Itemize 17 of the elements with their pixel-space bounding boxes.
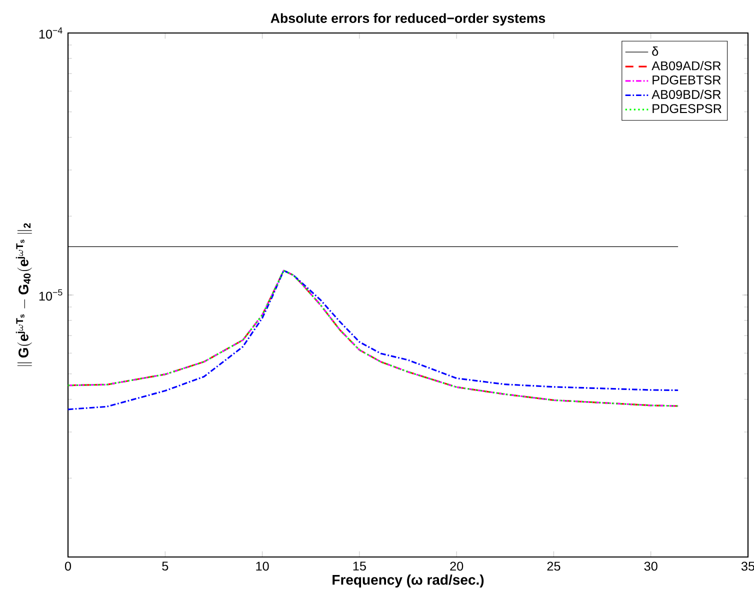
chart-title: Absolute errors for reduced−order systems — [270, 13, 546, 26]
x-tick-label: 25 — [547, 562, 560, 571]
y-tick-label: 10$^{−4}$ — [39, 27, 62, 39]
legend-label: δ — [652, 46, 658, 56]
x-tick-label: 10 — [256, 562, 269, 571]
legend-label: AB09AD/SR — [652, 60, 721, 70]
legend-label: PDGEBTSR — [652, 75, 721, 84]
x-tick-label: 20 — [450, 562, 464, 571]
y-axis-title: $\mathbf{\|\,G(e^{j\omega T_s}-G_{40}(e^{j\omega T_s}\,\|_2}$ — [16, 223, 32, 366]
x-tick-label: 15 — [353, 562, 366, 571]
legend-label: PDGESPSR — [652, 104, 722, 114]
x-tick-label: 0 — [64, 562, 72, 571]
x-tick-label: 30 — [644, 562, 658, 571]
x-axis-title: Frequency (ω rad/sec.) — [332, 574, 484, 588]
x-tick-label: 5 — [162, 562, 168, 571]
y-tick-label: 10$^{−5}$ — [39, 289, 62, 301]
legend-label: AB09BD/SR — [652, 90, 721, 99]
